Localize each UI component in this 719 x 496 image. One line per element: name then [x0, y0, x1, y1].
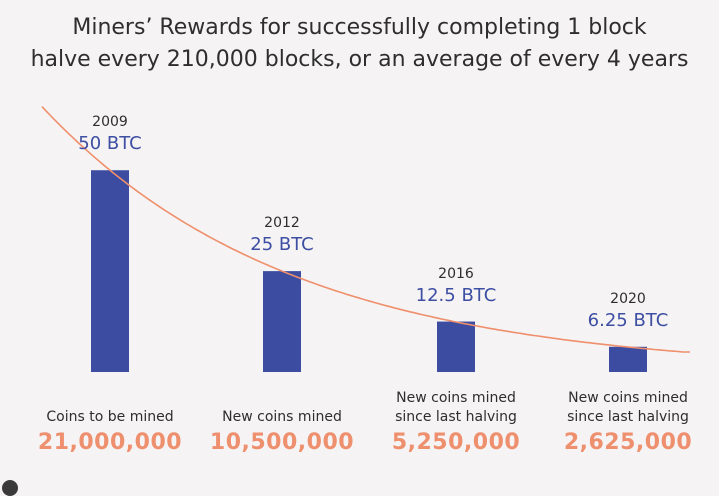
caption-line: New coins mined [568, 390, 688, 406]
year-label-2016: 2016 [438, 265, 474, 282]
reward-label-2012: 25 BTC [250, 234, 314, 256]
caption-2009: Coins to be mined [24, 408, 196, 427]
amount-2012: 10,500,000 [209, 430, 355, 455]
bar-2020 [609, 346, 647, 372]
caption-line: since last halving [395, 409, 517, 425]
caption-line: since last halving [567, 409, 689, 425]
brand-logo-icon [2, 480, 18, 496]
chart-title-line-1: Miners’ Rewards for successfully complet… [72, 15, 647, 40]
caption-2012: New coins mined [196, 408, 368, 427]
bar-2009 [91, 170, 129, 372]
year-label-2009: 2009 [92, 114, 128, 131]
reward-label-2009: 50 BTC [78, 133, 142, 155]
caption-line: New coins mined [222, 409, 342, 425]
year-label-2020: 2020 [610, 290, 646, 307]
bar-2012 [263, 271, 301, 372]
bar-2016 [437, 321, 475, 372]
reward-label-2020: 6.25 BTC [587, 309, 669, 331]
amount-2020: 2,625,000 [563, 430, 693, 455]
amount-2009: 21,000,000 [37, 430, 183, 455]
caption-2020: New coins mined since last halving [542, 389, 714, 427]
decay-curve [41, 106, 690, 353]
reward-label-2016: 12.5 BTC [415, 284, 497, 306]
caption-line: Coins to be mined [46, 409, 174, 425]
amount-2016: 5,250,000 [391, 430, 521, 455]
chart-title-line-2: halve every 210,000 blocks, or an averag… [30, 47, 689, 72]
year-label-2012: 2012 [264, 215, 300, 232]
chart-title: Miners’ Rewards for successfully complet… [0, 12, 719, 76]
caption-2016: New coins mined since last halving [370, 389, 542, 427]
caption-line: New coins mined [396, 390, 516, 406]
